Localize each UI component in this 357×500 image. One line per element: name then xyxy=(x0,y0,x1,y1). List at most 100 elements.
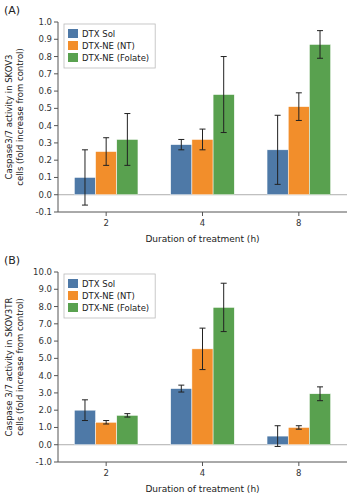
y-tick-label: 10.0 xyxy=(33,267,52,277)
x-tick xyxy=(106,462,107,466)
y-tick xyxy=(54,56,58,57)
y-tick xyxy=(54,212,58,213)
panel-title: (B) xyxy=(4,254,20,267)
x-tick-label: 8 xyxy=(296,468,301,478)
y-axis xyxy=(58,22,59,212)
y-tick xyxy=(54,410,58,411)
y-axis xyxy=(58,272,59,462)
bar xyxy=(309,44,330,194)
error-bar xyxy=(82,150,88,205)
y-tick-label: 0.5 xyxy=(38,103,52,113)
y-tick xyxy=(54,375,58,376)
y-tick-label: 8.0 xyxy=(38,302,52,312)
bar xyxy=(171,145,192,195)
x-axis-label: Duration of treatment (h) xyxy=(145,234,259,244)
y-tick-label: 0.1 xyxy=(38,172,52,182)
y-tick xyxy=(54,91,58,92)
y-tick-label: 5.0 xyxy=(38,353,52,363)
y-tick-label: 0.0 xyxy=(38,440,52,450)
legend-swatch xyxy=(68,29,78,38)
legend-label: DTX Sol xyxy=(82,29,115,39)
legend-label: DTX-NE (Folate) xyxy=(82,303,149,313)
y-tick xyxy=(54,323,58,324)
error-bar xyxy=(103,138,109,166)
error-bar xyxy=(296,426,302,429)
x-tick-label: 4 xyxy=(200,218,205,228)
y-tick xyxy=(54,142,58,143)
legend-label: DTX-NE (NT) xyxy=(82,41,135,51)
error-bar xyxy=(296,93,302,121)
y-tick xyxy=(54,392,58,393)
y-tick-label: 7.0 xyxy=(38,319,52,329)
y-tick-label: 1.0 xyxy=(38,17,52,27)
x-tick-label: 2 xyxy=(103,468,108,478)
error-bar xyxy=(275,426,281,447)
error-bar xyxy=(82,400,88,421)
x-tick-label: 2 xyxy=(103,218,108,228)
legend: DTX Sol DTX-NE (NT) DTX-NE (Folate) xyxy=(64,24,155,68)
y-tick-label: -0.1 xyxy=(35,207,52,217)
error-bar xyxy=(317,387,323,401)
error-bar xyxy=(124,414,130,417)
y-tick xyxy=(54,306,58,307)
legend-label: DTX-NE (Folate) xyxy=(82,53,149,63)
error-bar xyxy=(103,421,109,424)
y-tick-label: 0.9 xyxy=(38,34,52,44)
y-tick xyxy=(54,125,58,126)
y-tick-label: 0.3 xyxy=(38,138,52,148)
y-tick xyxy=(54,462,58,463)
legend-swatch xyxy=(68,41,78,50)
y-tick xyxy=(54,39,58,40)
y-tick-label: 4.0 xyxy=(38,371,52,381)
y-tick-label: 6.0 xyxy=(38,336,52,346)
bar xyxy=(309,394,330,445)
x-tick xyxy=(298,212,299,216)
x-tick xyxy=(298,462,299,466)
y-axis-label: Caspase 3/7 activity in SKOV3TRcells (fo… xyxy=(4,298,25,437)
x-tick xyxy=(202,462,203,466)
x-tick-label: 4 xyxy=(200,468,205,478)
panel: (B) -1.0 0.0 1.0 2.0 3.0 4.0 5.0 6.0 7.0 8.0 9.0 10.… xyxy=(4,254,347,494)
y-tick-label: 0.7 xyxy=(38,69,52,79)
legend-label: DTX Sol xyxy=(82,279,115,289)
y-tick-label: 9.0 xyxy=(38,284,52,294)
y-tick-label: 1.0 xyxy=(38,422,52,432)
plot-area xyxy=(74,283,330,446)
error-bar xyxy=(221,57,227,133)
x-tick xyxy=(106,212,107,216)
y-tick xyxy=(54,73,58,74)
error-bar xyxy=(200,129,206,150)
error-bar xyxy=(275,115,281,184)
x-tick xyxy=(202,212,203,216)
error-bar xyxy=(178,385,184,392)
y-tick-label: 0.8 xyxy=(38,52,52,62)
panel: (A)-0.10.00.10.20.30.40.50.60.70.80.91.0… xyxy=(4,4,347,244)
y-tick xyxy=(54,272,58,273)
y-tick-label: 2.0 xyxy=(38,405,52,415)
error-bar xyxy=(124,114,130,166)
y-tick xyxy=(54,341,58,342)
legend-frame xyxy=(64,274,155,318)
y-tick-label: 0.6 xyxy=(38,86,52,96)
x-axis-label: Duration of treatment (h) xyxy=(145,484,259,494)
bar xyxy=(288,427,309,444)
error-bar xyxy=(317,31,323,59)
y-tick xyxy=(54,22,58,23)
y-tick xyxy=(54,427,58,428)
y-tick-label: 3.0 xyxy=(38,388,52,398)
y-tick xyxy=(54,160,58,161)
x-tick-label: 8 xyxy=(296,218,301,228)
y-tick xyxy=(54,177,58,178)
legend-frame xyxy=(64,24,155,68)
panel-title: (A) xyxy=(4,4,20,17)
error-bar xyxy=(200,328,206,369)
bar xyxy=(171,389,192,445)
y-tick xyxy=(54,289,58,290)
y-tick xyxy=(54,444,58,445)
y-tick-label: -1.0 xyxy=(35,457,52,467)
error-bar xyxy=(178,139,184,149)
legend-swatch xyxy=(68,53,78,62)
y-tick-label: 0.2 xyxy=(38,155,52,165)
plot-area xyxy=(74,31,330,205)
bar xyxy=(96,422,117,444)
